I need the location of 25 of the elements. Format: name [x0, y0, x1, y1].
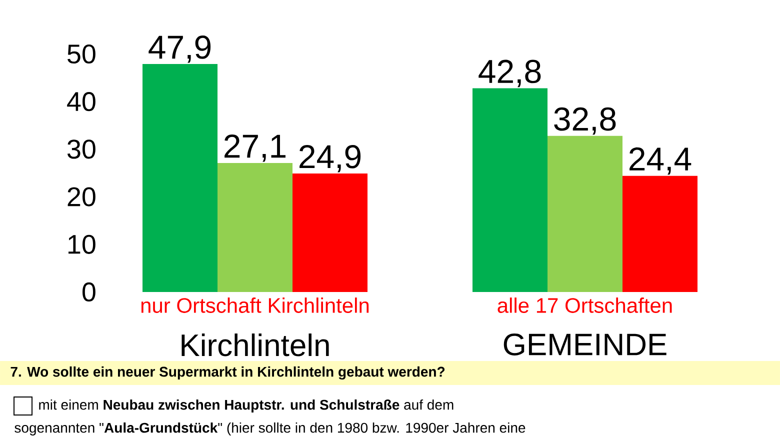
bar: [292, 173, 368, 292]
data-label: 42,8: [478, 60, 541, 88]
data-label: 32,8: [554, 107, 616, 135]
y-tick-label: 0: [82, 282, 96, 302]
y-tick-label: 40: [67, 92, 96, 112]
text: GEMEINDE: [504, 334, 666, 356]
text: 7. Wo sollte ein neuer Supermarkt in Kirchlinteln gebaut werden?: [10, 366, 445, 380]
bar: [548, 136, 622, 292]
y-tick-label: 30: [67, 140, 96, 159]
data-label: 27,1: [224, 134, 286, 162]
bar: [218, 163, 293, 292]
data-label: 24,9: [300, 145, 361, 172]
y-tick-label: 20: [68, 187, 96, 206]
x-tick-label: alle 17 Ortschaften: [498, 298, 672, 313]
y-tick-label: 50: [68, 44, 96, 64]
bar: [472, 88, 548, 292]
text: Kirchlinteln: [182, 334, 329, 356]
text: mit einem Neubau zwischen Hauptstr. und Schulstraße auf dem: [39, 399, 454, 413]
y-tick-label: 10: [68, 234, 96, 254]
data-label: 47,9: [148, 36, 211, 63]
x-tick-label: nur Ortschaft Kirchlinteln: [141, 298, 369, 313]
bar: [622, 176, 698, 292]
data-label: 24,4: [630, 147, 692, 175]
bar: [142, 64, 218, 292]
text: sogenannten "Aula-Grundstück" (hier sollte in den 1980 bzw. 1990er Jahren eine: [14, 422, 526, 436]
